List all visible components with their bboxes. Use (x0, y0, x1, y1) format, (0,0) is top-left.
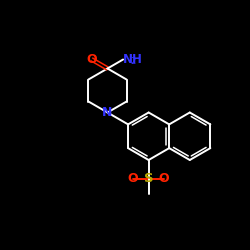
Text: N: N (102, 106, 113, 119)
Text: O: O (128, 172, 138, 185)
Text: O: O (159, 172, 170, 185)
Text: 2: 2 (130, 58, 135, 66)
Text: S: S (144, 172, 154, 185)
Text: NH: NH (123, 53, 143, 66)
Text: O: O (86, 53, 97, 66)
